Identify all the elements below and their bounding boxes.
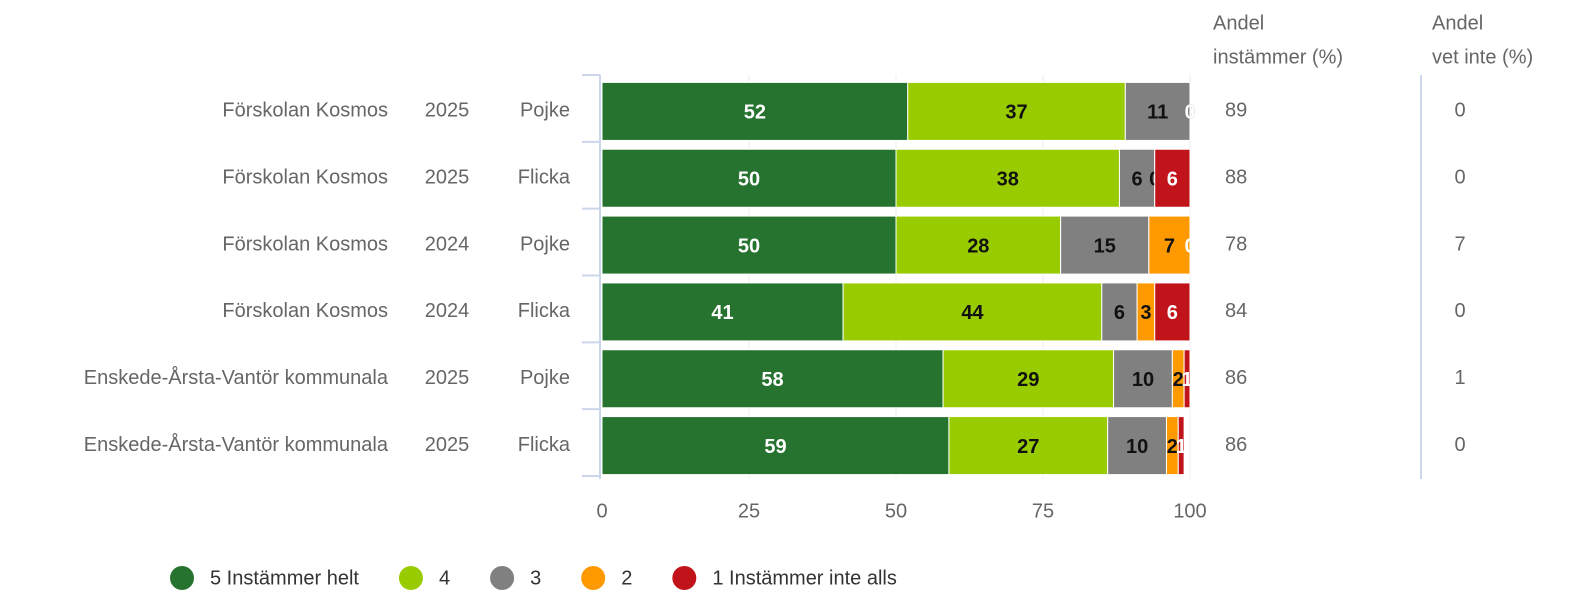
bar-segment [895, 148, 1120, 208]
legend-label: 4 [439, 567, 450, 589]
bar-segment [1154, 282, 1191, 342]
y-tick-label: 2024 [425, 300, 470, 322]
bar-segment [907, 81, 1126, 141]
legend-marker [170, 566, 194, 590]
y-tick-label: Pojke [520, 233, 570, 255]
legend-marker [398, 566, 423, 590]
column-value: 0 [1454, 300, 1465, 322]
y-tick-label: 2025 [425, 100, 470, 122]
y-tick-label: Pojke [520, 367, 570, 389]
column-header: Andel [1213, 12, 1264, 34]
y-tick-label: Enskede-Årsta-Vantör kommunala [84, 433, 389, 456]
column-value: 0 [1454, 434, 1465, 456]
legend-marker [672, 566, 697, 590]
bar-segment [1060, 215, 1150, 275]
column-value: 88 [1225, 167, 1247, 189]
data-label: 10 [1132, 369, 1154, 391]
column-value: 84 [1225, 300, 1247, 322]
bar-segment [601, 282, 844, 342]
data-label: 44 [961, 302, 984, 324]
data-label: 0 [1184, 102, 1195, 124]
legend-marker [581, 566, 606, 590]
data-label: 6 [1167, 169, 1178, 191]
data-label: 7 [1164, 235, 1175, 257]
y-tick-label: Flicka [518, 434, 571, 456]
data-label: 6 [1132, 169, 1143, 191]
data-label: 37 [1005, 102, 1027, 124]
column-value: 78 [1225, 233, 1247, 255]
x-tick-label: 25 [738, 500, 760, 522]
data-label: 0 [1184, 102, 1195, 124]
column-value: 89 [1225, 100, 1247, 122]
column-value: 86 [1225, 434, 1247, 456]
column-value: 0 [1454, 167, 1465, 189]
data-label: 1 [1181, 369, 1192, 391]
bar-segment [1183, 349, 1191, 409]
column-value: 1 [1454, 367, 1465, 389]
data-label: 58 [761, 369, 783, 391]
data-label: 11 [1147, 102, 1168, 124]
y-tick-label: Förskolan Kosmos [222, 100, 388, 122]
data-label: 10 [1126, 436, 1148, 458]
bar-segment [942, 349, 1115, 409]
data-label: 59 [764, 436, 786, 458]
legend-marker [490, 566, 515, 590]
bar-segment [601, 81, 909, 141]
legend-label: 3 [530, 567, 541, 589]
column-value: 86 [1225, 367, 1247, 389]
data-label: 29 [1017, 369, 1039, 391]
data-label: 2 [1167, 436, 1178, 458]
y-tick-label: 2025 [425, 367, 470, 389]
y-tick-label: Förskolan Kosmos [222, 167, 388, 189]
data-label: 52 [744, 102, 766, 124]
y-tick-label: Pojke [520, 100, 570, 122]
bar-segment [948, 416, 1109, 476]
data-label: 50 [738, 235, 760, 257]
legend-label: 5 Instämmer helt [210, 567, 359, 589]
bar-segment [1124, 81, 1191, 141]
x-tick-label: 0 [596, 500, 607, 522]
y-tick-label: 2024 [425, 233, 470, 255]
column-value: 0 [1454, 100, 1465, 122]
column-header: vet inte (%) [1432, 46, 1533, 68]
column-value: 7 [1454, 233, 1465, 255]
bar-segment [1148, 215, 1191, 275]
data-label: 2 [1173, 369, 1184, 391]
bar-segment [601, 416, 950, 476]
bar-segment [1154, 148, 1191, 208]
data-label: 6 [1167, 302, 1178, 324]
data-label: 3 [1140, 302, 1151, 324]
y-tick-label: 2025 [425, 434, 470, 456]
data-label: 28 [967, 235, 989, 257]
y-tick-label: Flicka [518, 167, 571, 189]
y-tick-label: Flicka [518, 300, 571, 322]
x-tick-label: 75 [1032, 500, 1054, 522]
data-label: 38 [997, 169, 1019, 191]
legend-label: 2 [621, 567, 632, 589]
bar-segment [895, 215, 1062, 275]
data-label: 15 [1094, 235, 1116, 257]
data-label: 27 [1017, 436, 1039, 458]
data-label: 41 [711, 302, 733, 324]
column-header: instämmer (%) [1213, 46, 1343, 68]
bar-segment [601, 349, 944, 409]
data-label: 6 [1114, 302, 1125, 324]
legend-label: 1 Instämmer inte alls [712, 567, 897, 589]
data-label: 1 [1176, 436, 1187, 458]
bar-segment [601, 215, 897, 275]
y-tick-label: 2025 [425, 167, 470, 189]
y-tick-label: Förskolan Kosmos [222, 300, 388, 322]
bar-segment [1118, 148, 1156, 208]
y-tick-label: Förskolan Kosmos [222, 233, 388, 255]
bar-segment [1113, 349, 1173, 409]
x-tick-label: 100 [1173, 500, 1206, 522]
bar-segment [1177, 416, 1185, 476]
column-header: Andel [1432, 12, 1483, 34]
data-label: 50 [738, 169, 760, 191]
x-tick-label: 50 [885, 500, 907, 522]
data-label: 0 [1184, 235, 1195, 257]
y-tick-label: Enskede-Årsta-Vantör kommunala [84, 366, 389, 389]
